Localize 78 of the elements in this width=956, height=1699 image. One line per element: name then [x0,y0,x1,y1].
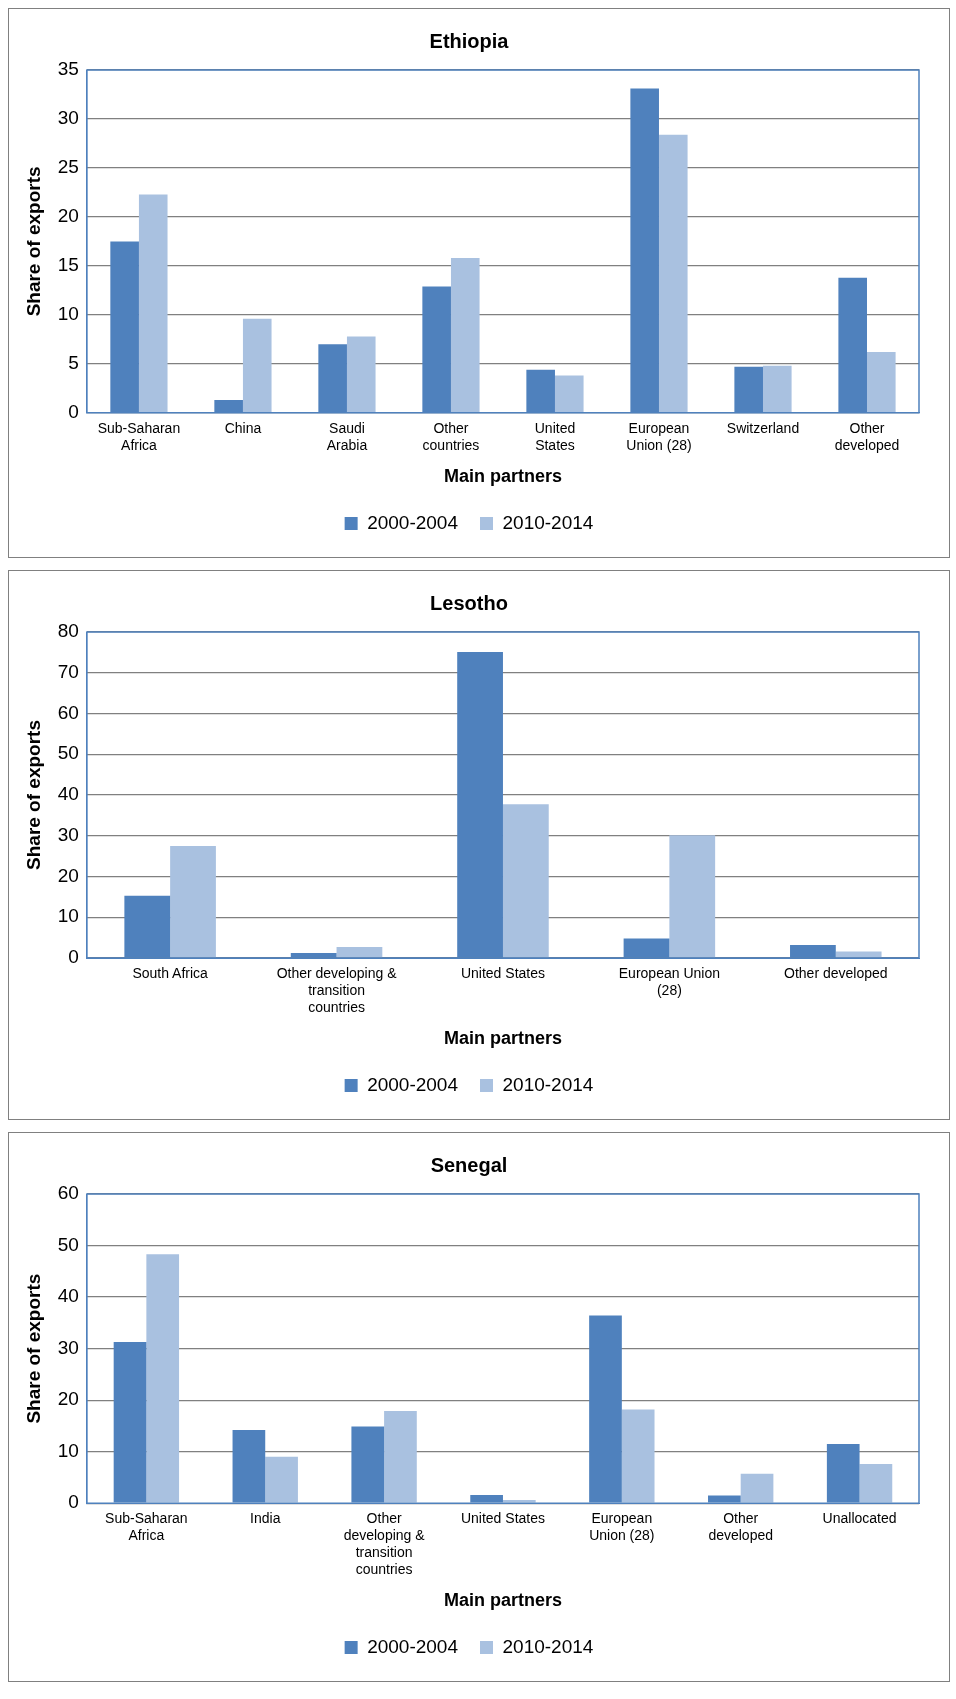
x-tick-label: Unallocated [822,1510,897,1527]
y-tick-label: 30 [57,107,79,129]
y-tick-label: 40 [57,1285,79,1307]
x-tick-label: China [224,420,262,437]
y-tick-label: 60 [57,1182,79,1204]
y-tick-label: 30 [57,823,79,845]
bar [138,194,168,413]
bar [242,318,272,413]
x-tick-label: Other developed [784,965,888,982]
y-tick-label: 50 [57,1233,79,1255]
x-tick-label: India [250,1510,281,1527]
bar [669,835,716,958]
x-tick-label: United States [460,1510,545,1527]
y-tick-label: 0 [68,401,79,423]
y-tick-label: 20 [57,1388,79,1410]
bar [740,1473,774,1503]
bar [621,1409,655,1503]
y-tick-label: 50 [57,742,79,764]
y-tick-label: 10 [57,905,79,927]
bar [450,258,480,413]
bar [502,804,549,958]
y-tick-label: 20 [57,205,79,227]
y-tick-label: 0 [68,946,79,968]
bar [554,375,584,413]
x-tick-label: South Africa [132,965,209,982]
y-axis-title: Share of exports [22,720,44,870]
chart-title: Lesotho [430,591,508,614]
x-tick-label: Switzerland [726,420,800,437]
bar [384,1410,417,1503]
x-tick-label: Other developed [708,1510,774,1544]
y-tick-label: 80 [57,620,79,642]
bar [336,947,383,958]
legend-label: 2010-2014 [502,1073,594,1095]
x-axis-title: Main partners [443,466,562,487]
x-tick-label: Other developing & transition countries [343,1510,426,1577]
y-tick-label: 5 [68,352,79,374]
y-tick-label: 25 [57,156,79,178]
chart-title: Ethiopia [429,29,510,52]
x-axis-title: Main partners [443,1028,562,1049]
y-tick-label: 20 [57,864,79,886]
y-tick-label: 40 [57,783,79,805]
x-tick-label: Sub-Saharan Africa [105,1510,188,1544]
legend-label: 2000-2004 [367,511,459,533]
legend-label: 2010-2014 [502,511,594,533]
bar [170,845,216,958]
x-tick-label: United States [534,420,576,453]
bar [265,1456,298,1503]
legend-label: 2000-2004 [367,1635,459,1657]
y-tick-label: 30 [57,1336,79,1358]
chart-title: Senegal [430,1153,508,1176]
bar [346,336,376,413]
y-tick-label: 10 [57,303,79,325]
legend-label: 2000-2004 [367,1073,459,1095]
x-tick-label: Saudi Arabia [326,420,368,453]
x-tick-label: Sub-Saharan Africa [97,420,181,453]
x-tick-label: European Union (28) [589,1510,655,1544]
bar [867,352,896,413]
y-axis-title: Share of exports [22,1273,44,1424]
x-tick-label: Other countries [422,420,480,453]
y-tick-label: 70 [57,660,79,682]
x-tick-label: United States [460,965,545,982]
y-tick-label: 35 [57,58,79,80]
y-tick-label: 15 [57,254,79,276]
bar [859,1464,893,1503]
bar [146,1254,180,1503]
y-tick-label: 60 [57,701,79,723]
x-axis-title: Main partners [443,1590,562,1611]
x-tick-label: Other developing & transition countries [276,965,398,1015]
x-tick-label: European Union (28) [626,420,692,453]
x-tick-label: European Union (28) [618,965,720,999]
legend-label: 2010-2014 [502,1635,594,1657]
bar [762,365,792,413]
bar [658,134,688,413]
y-tick-label: 10 [57,1439,79,1461]
y-tick-label: 0 [68,1491,79,1513]
bar [835,951,882,958]
x-tick-label: Other developed [834,420,900,453]
y-axis-title: Share of exports [22,166,44,317]
